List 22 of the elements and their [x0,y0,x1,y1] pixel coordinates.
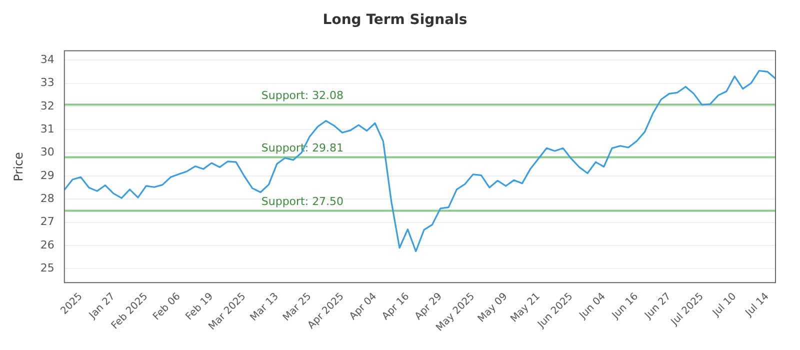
ref-line-label: Support: 27.50 [261,195,344,208]
y-tick-label: 32 [40,99,54,112]
y-tick-label: 26 [40,238,54,252]
x-tick-label: Jun 04 [577,291,608,322]
y-tick-label: 29 [40,168,54,182]
chart-title: Long Term Signals [322,12,468,28]
y-tick-label: 33 [40,76,54,90]
y-tick-label: 28 [40,192,54,206]
x-tick-label: Apr 04 [348,291,379,322]
y-tick-label: 30 [40,146,54,159]
y-tick-label: 34 [40,52,54,66]
y-tick-label: 31 [40,122,54,136]
x-tick-label: Jul 14 [743,291,772,320]
ref-line-label: Support: 32.08 [261,88,344,102]
x-tick-label: Apr 16 [380,291,412,322]
y-axis-title: Price [11,152,26,182]
x-tick-label: Mar 13 [248,291,281,324]
x-tick-label: Jul 10 [710,291,739,320]
y-tick-label: 27 [40,215,54,228]
y-tick-label: 25 [40,262,54,275]
x-tick-label: Feb 06 [151,291,183,323]
x-tick-label: Jun 16 [610,291,641,322]
